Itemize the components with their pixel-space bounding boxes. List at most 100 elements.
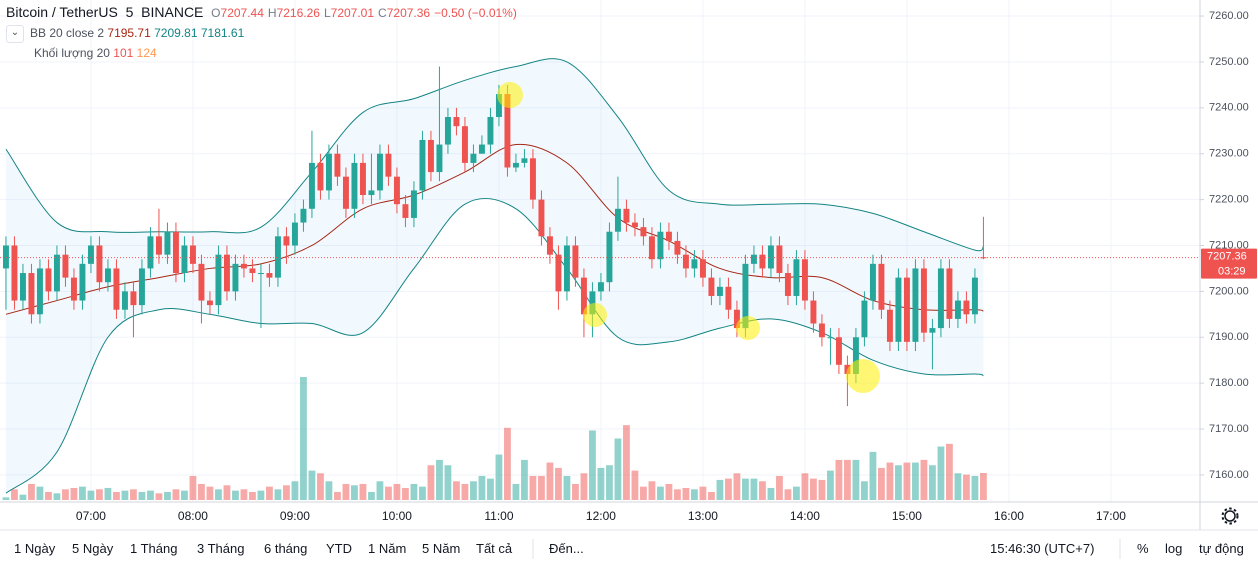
candle-body xyxy=(555,254,562,292)
volume-bar xyxy=(232,490,239,500)
volume-bar xyxy=(733,473,741,500)
volume-bar xyxy=(555,467,562,500)
candle-body xyxy=(708,277,715,296)
candle-body xyxy=(393,176,400,205)
volume-bar xyxy=(801,473,809,500)
x-tick-label: 14:00 xyxy=(790,509,820,523)
candle-body xyxy=(138,268,145,306)
volume-bar xyxy=(351,485,358,500)
candle-body xyxy=(912,268,919,342)
collapse-button[interactable]: ⌄ xyxy=(6,24,24,43)
volume-bar xyxy=(929,465,936,500)
volume-bar xyxy=(181,490,188,500)
range-button[interactable]: 5 Năm xyxy=(422,541,461,556)
candle-body xyxy=(725,286,732,310)
volume-bar xyxy=(104,487,112,500)
option-button[interactable]: log xyxy=(1165,541,1183,556)
volume-bar xyxy=(45,491,52,500)
candle-body xyxy=(801,259,808,301)
range-button[interactable]: 1 Ngày xyxy=(14,541,56,556)
volume-bar xyxy=(461,483,469,500)
candle-body xyxy=(385,153,392,177)
volume-bar xyxy=(750,478,758,500)
volume-bar xyxy=(682,487,690,500)
range-button[interactable]: 3 Tháng xyxy=(197,541,245,556)
range-button[interactable]: 1 Năm xyxy=(368,541,407,556)
candle-body xyxy=(342,176,349,209)
candle-body xyxy=(980,257,987,259)
candle-body xyxy=(436,144,443,173)
candle-body xyxy=(716,286,723,296)
option-button[interactable]: tự động xyxy=(1199,541,1244,556)
candle-body xyxy=(223,254,230,292)
ohlc-label: H xyxy=(267,6,277,20)
y-tick-label: 7220.00 xyxy=(1209,194,1249,206)
symbol-row: Bitcoin / TetherUS 5 BINANCE O7207.44 H72… xyxy=(6,3,517,23)
volume-bar xyxy=(223,485,231,500)
ohlc-value: 7207.44 xyxy=(220,6,264,20)
candle-body xyxy=(861,300,868,338)
candle-body xyxy=(589,291,596,315)
volume-bar xyxy=(410,483,418,500)
volume-bar xyxy=(818,479,826,500)
candle-body xyxy=(776,245,783,274)
candle-body xyxy=(172,231,179,274)
candle-body xyxy=(563,245,570,292)
y-tick-label: 7160.00 xyxy=(1209,469,1249,481)
volume-bar xyxy=(597,467,605,500)
volume-bar xyxy=(96,489,103,500)
volume-bar xyxy=(878,467,885,500)
x-tick-label: 16:00 xyxy=(994,509,1024,523)
candle-body xyxy=(155,236,162,255)
candle-body xyxy=(96,245,103,283)
range-button[interactable]: YTD xyxy=(326,541,352,556)
candle-body xyxy=(351,162,358,209)
volume-bar xyxy=(589,430,596,500)
volume-bar xyxy=(249,491,256,500)
candle-body xyxy=(614,208,621,232)
volume-bar xyxy=(427,465,435,500)
volume-bar xyxy=(954,473,962,500)
y-tick-label: 7180.00 xyxy=(1209,377,1249,389)
x-tick-label: 13:00 xyxy=(688,509,718,523)
candle-body xyxy=(665,231,672,241)
settings-icon[interactable] xyxy=(1221,507,1239,525)
goto-button[interactable]: Đến... xyxy=(549,541,584,556)
range-button[interactable]: Tất cả xyxy=(476,541,513,556)
candle-body xyxy=(283,236,290,246)
volume-bar xyxy=(359,483,367,500)
volume-bar xyxy=(470,481,477,500)
volume-bar xyxy=(810,478,817,500)
volume-bar xyxy=(844,459,851,500)
range-button[interactable]: 5 Ngày xyxy=(72,541,114,556)
candle-body xyxy=(648,236,655,260)
volume-bar xyxy=(512,483,520,500)
volume-bar xyxy=(342,483,350,500)
volume-bar xyxy=(87,490,95,500)
volume-bar xyxy=(716,479,724,500)
clock: 15:46:30 (UTC+7) xyxy=(990,541,1095,556)
volume-bar xyxy=(2,497,10,500)
volume-bar xyxy=(300,377,307,500)
ohlc-label: O xyxy=(211,6,221,20)
volume-bar xyxy=(699,486,707,500)
candle-body xyxy=(929,328,936,333)
x-tick-label: 10:00 xyxy=(382,509,412,523)
volume-bar xyxy=(614,438,622,500)
candle-body xyxy=(580,277,587,315)
range-button[interactable]: 1 Tháng xyxy=(130,541,178,556)
volume-bar xyxy=(444,465,452,500)
option-button[interactable]: % xyxy=(1137,541,1149,556)
range-button[interactable]: 6 tháng xyxy=(264,541,308,556)
volume-bar xyxy=(504,427,511,500)
candle-body xyxy=(793,259,800,296)
volume-bar xyxy=(266,486,273,500)
volume-bar xyxy=(937,446,945,500)
volume-bar xyxy=(189,475,197,500)
candle-body xyxy=(546,236,553,255)
candle-body xyxy=(963,300,970,315)
volume-bar xyxy=(121,490,129,500)
ohlc-label: L xyxy=(323,6,331,20)
volume-bar xyxy=(784,489,792,500)
